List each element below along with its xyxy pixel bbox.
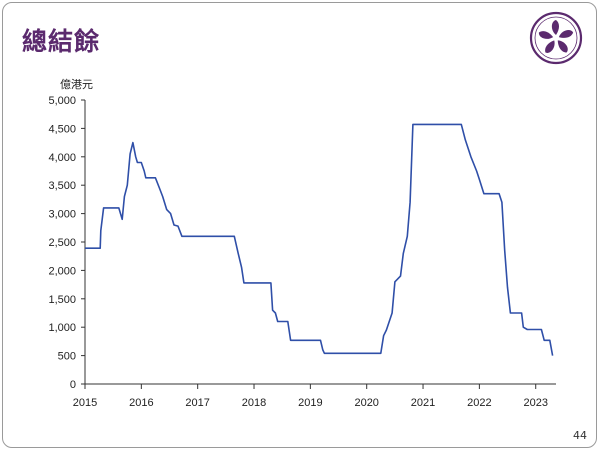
y-tick-label: 3,000 [48,209,76,221]
y-tick-label: 0 [70,379,76,391]
series-line [85,123,554,356]
x-tick-label: 2019 [298,397,322,409]
y-tick-label: 500 [58,351,76,363]
x-axis-ticks: 2015 2016 2017 2018 2019 2020 2021 2022 2023 [73,384,548,409]
y-tick-label: 2,000 [48,265,76,277]
y-axis-ticks: 0 500 1,000 1,500 2,000 2,500 3,000 3,500 4,000 4… [48,95,85,391]
y-tick-label: 4,000 [48,152,76,164]
page-title: 總結餘 [22,27,101,56]
y-axis-unit-label: 億港元 [60,78,93,91]
x-tick-label: 2022 [467,397,491,409]
x-tick-label: 2018 [242,397,266,409]
x-tick-label: 2021 [411,397,435,409]
x-tick-label: 2023 [523,397,547,409]
y-tick-label: 1,500 [48,294,76,306]
page-number: 44 [573,429,587,442]
y-tick-label: 5,000 [48,95,76,107]
x-tick-label: 2020 [354,397,378,409]
y-tick-label: 3,500 [48,180,76,192]
y-tick-label: 2,500 [48,237,76,249]
x-tick-label: 2016 [129,397,153,409]
bauhinia-emblem-icon [529,11,583,65]
y-tick-label: 1,000 [48,322,76,334]
x-tick-label: 2015 [73,397,97,409]
series-group [85,123,554,356]
y-tick-label: 4,500 [48,123,76,135]
x-tick-label: 2017 [185,397,209,409]
